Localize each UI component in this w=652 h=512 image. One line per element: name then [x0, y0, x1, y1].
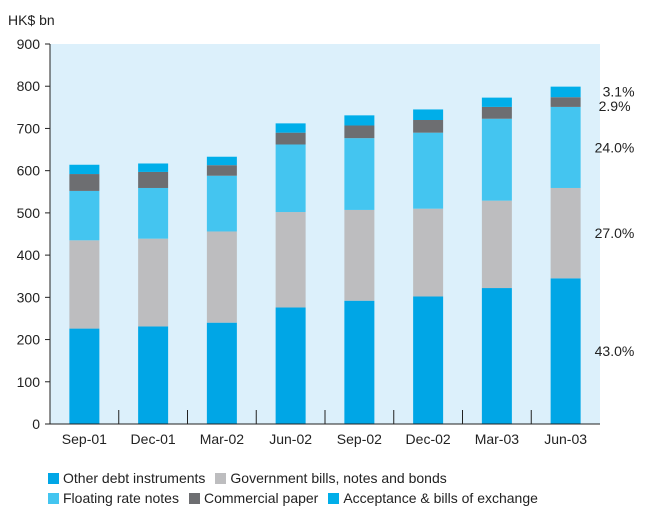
legend-item-acceptance: Acceptance & bills of exchange [328, 488, 538, 508]
legend-swatch [48, 473, 59, 484]
legend-row: Other debt instruments Government bills,… [48, 468, 548, 488]
bar-segment [413, 109, 443, 120]
bar-segment [69, 191, 99, 240]
bar-segment [276, 123, 306, 132]
bar-segment [344, 125, 374, 138]
bar-segment [207, 176, 237, 232]
unit-label: HK$ bn [8, 12, 55, 28]
bar-segment [482, 107, 512, 119]
y-tick-label: 700 [17, 120, 41, 136]
legend-row: Floating rate notes Commercial paper Acc… [48, 488, 548, 508]
bar-segment [551, 87, 581, 98]
bar-segment [207, 323, 237, 424]
y-tick-label: 800 [17, 78, 41, 94]
y-tick-label: 0 [32, 416, 40, 432]
bar-segment [276, 144, 306, 212]
percentage-label: 2.9% [599, 98, 631, 114]
y-tick-label: 400 [17, 247, 41, 263]
y-tick-label: 600 [17, 163, 41, 179]
legend-item-floating: Floating rate notes [48, 488, 179, 508]
bar-segment [207, 165, 237, 176]
bar-segment [551, 97, 581, 107]
y-tick-label: 300 [17, 289, 41, 305]
bar-segment [344, 210, 374, 301]
legend-item-other-debt: Other debt instruments [48, 468, 205, 488]
bar-segment [69, 174, 99, 191]
bar-segment [551, 188, 581, 278]
bar-segment [413, 133, 443, 209]
x-tick-label: Mar-03 [475, 431, 520, 447]
legend: Other debt instruments Government bills,… [48, 468, 548, 508]
y-tick-label: 100 [17, 374, 41, 390]
legend-swatch [48, 493, 59, 504]
bar-segment [413, 209, 443, 297]
bar-segment [138, 326, 168, 424]
x-tick-label: Sep-01 [62, 431, 107, 447]
legend-label: Commercial paper [204, 488, 318, 508]
x-tick-label: Dec-02 [406, 431, 451, 447]
bar-segment [344, 138, 374, 210]
legend-swatch [215, 473, 226, 484]
bar-segment [276, 133, 306, 145]
legend-item-government: Government bills, notes and bonds [215, 468, 446, 488]
y-tick-label: 500 [17, 205, 41, 221]
bar-segment [482, 98, 512, 107]
bar-segment [138, 172, 168, 188]
bar-segment [138, 239, 168, 327]
bar-segment [138, 163, 168, 171]
bar-segment [551, 278, 581, 424]
bar-segment [69, 240, 99, 328]
bar-segment [344, 115, 374, 125]
x-tick-label: Jun-03 [544, 431, 587, 447]
x-tick-label: Sep-02 [337, 431, 382, 447]
legend-item-commercial: Commercial paper [189, 488, 318, 508]
bar-segment [482, 119, 512, 201]
bar-segment [276, 307, 306, 424]
percentage-label: 43.0% [595, 343, 635, 359]
legend-label: Other debt instruments [63, 468, 205, 488]
stacked-bar-chart: HK$ bn Sep-01 Dec-01 Mar-02 Jun-02 Sep-02 Dec… [0, 0, 652, 460]
bar-segment [482, 288, 512, 424]
legend-label: Floating rate notes [63, 488, 179, 508]
bar-segment [413, 296, 443, 424]
legend-label: Government bills, notes and bonds [230, 468, 446, 488]
x-tick-label: Mar-02 [200, 431, 245, 447]
bar-segment [276, 212, 306, 307]
bar-segment [138, 188, 168, 239]
bar-segment [551, 107, 581, 188]
bar-segment [69, 165, 99, 174]
bar-segment [207, 231, 237, 322]
x-tick-label: Dec-01 [131, 431, 176, 447]
bar-segment [344, 301, 374, 424]
y-tick-label: 900 [17, 36, 41, 52]
bar-segment [207, 157, 237, 165]
legend-swatch [189, 493, 200, 504]
percentage-label: 27.0% [595, 225, 635, 241]
legend-swatch [328, 493, 339, 504]
y-tick-label: 200 [17, 332, 41, 348]
x-tick-label: Jun-02 [269, 431, 312, 447]
bar-segment [69, 329, 99, 424]
percentage-label: 24.0% [595, 139, 635, 155]
bar-segment [482, 201, 512, 288]
legend-label: Acceptance & bills of exchange [343, 488, 538, 508]
bar-segment [413, 120, 443, 133]
plot-background [50, 44, 600, 424]
